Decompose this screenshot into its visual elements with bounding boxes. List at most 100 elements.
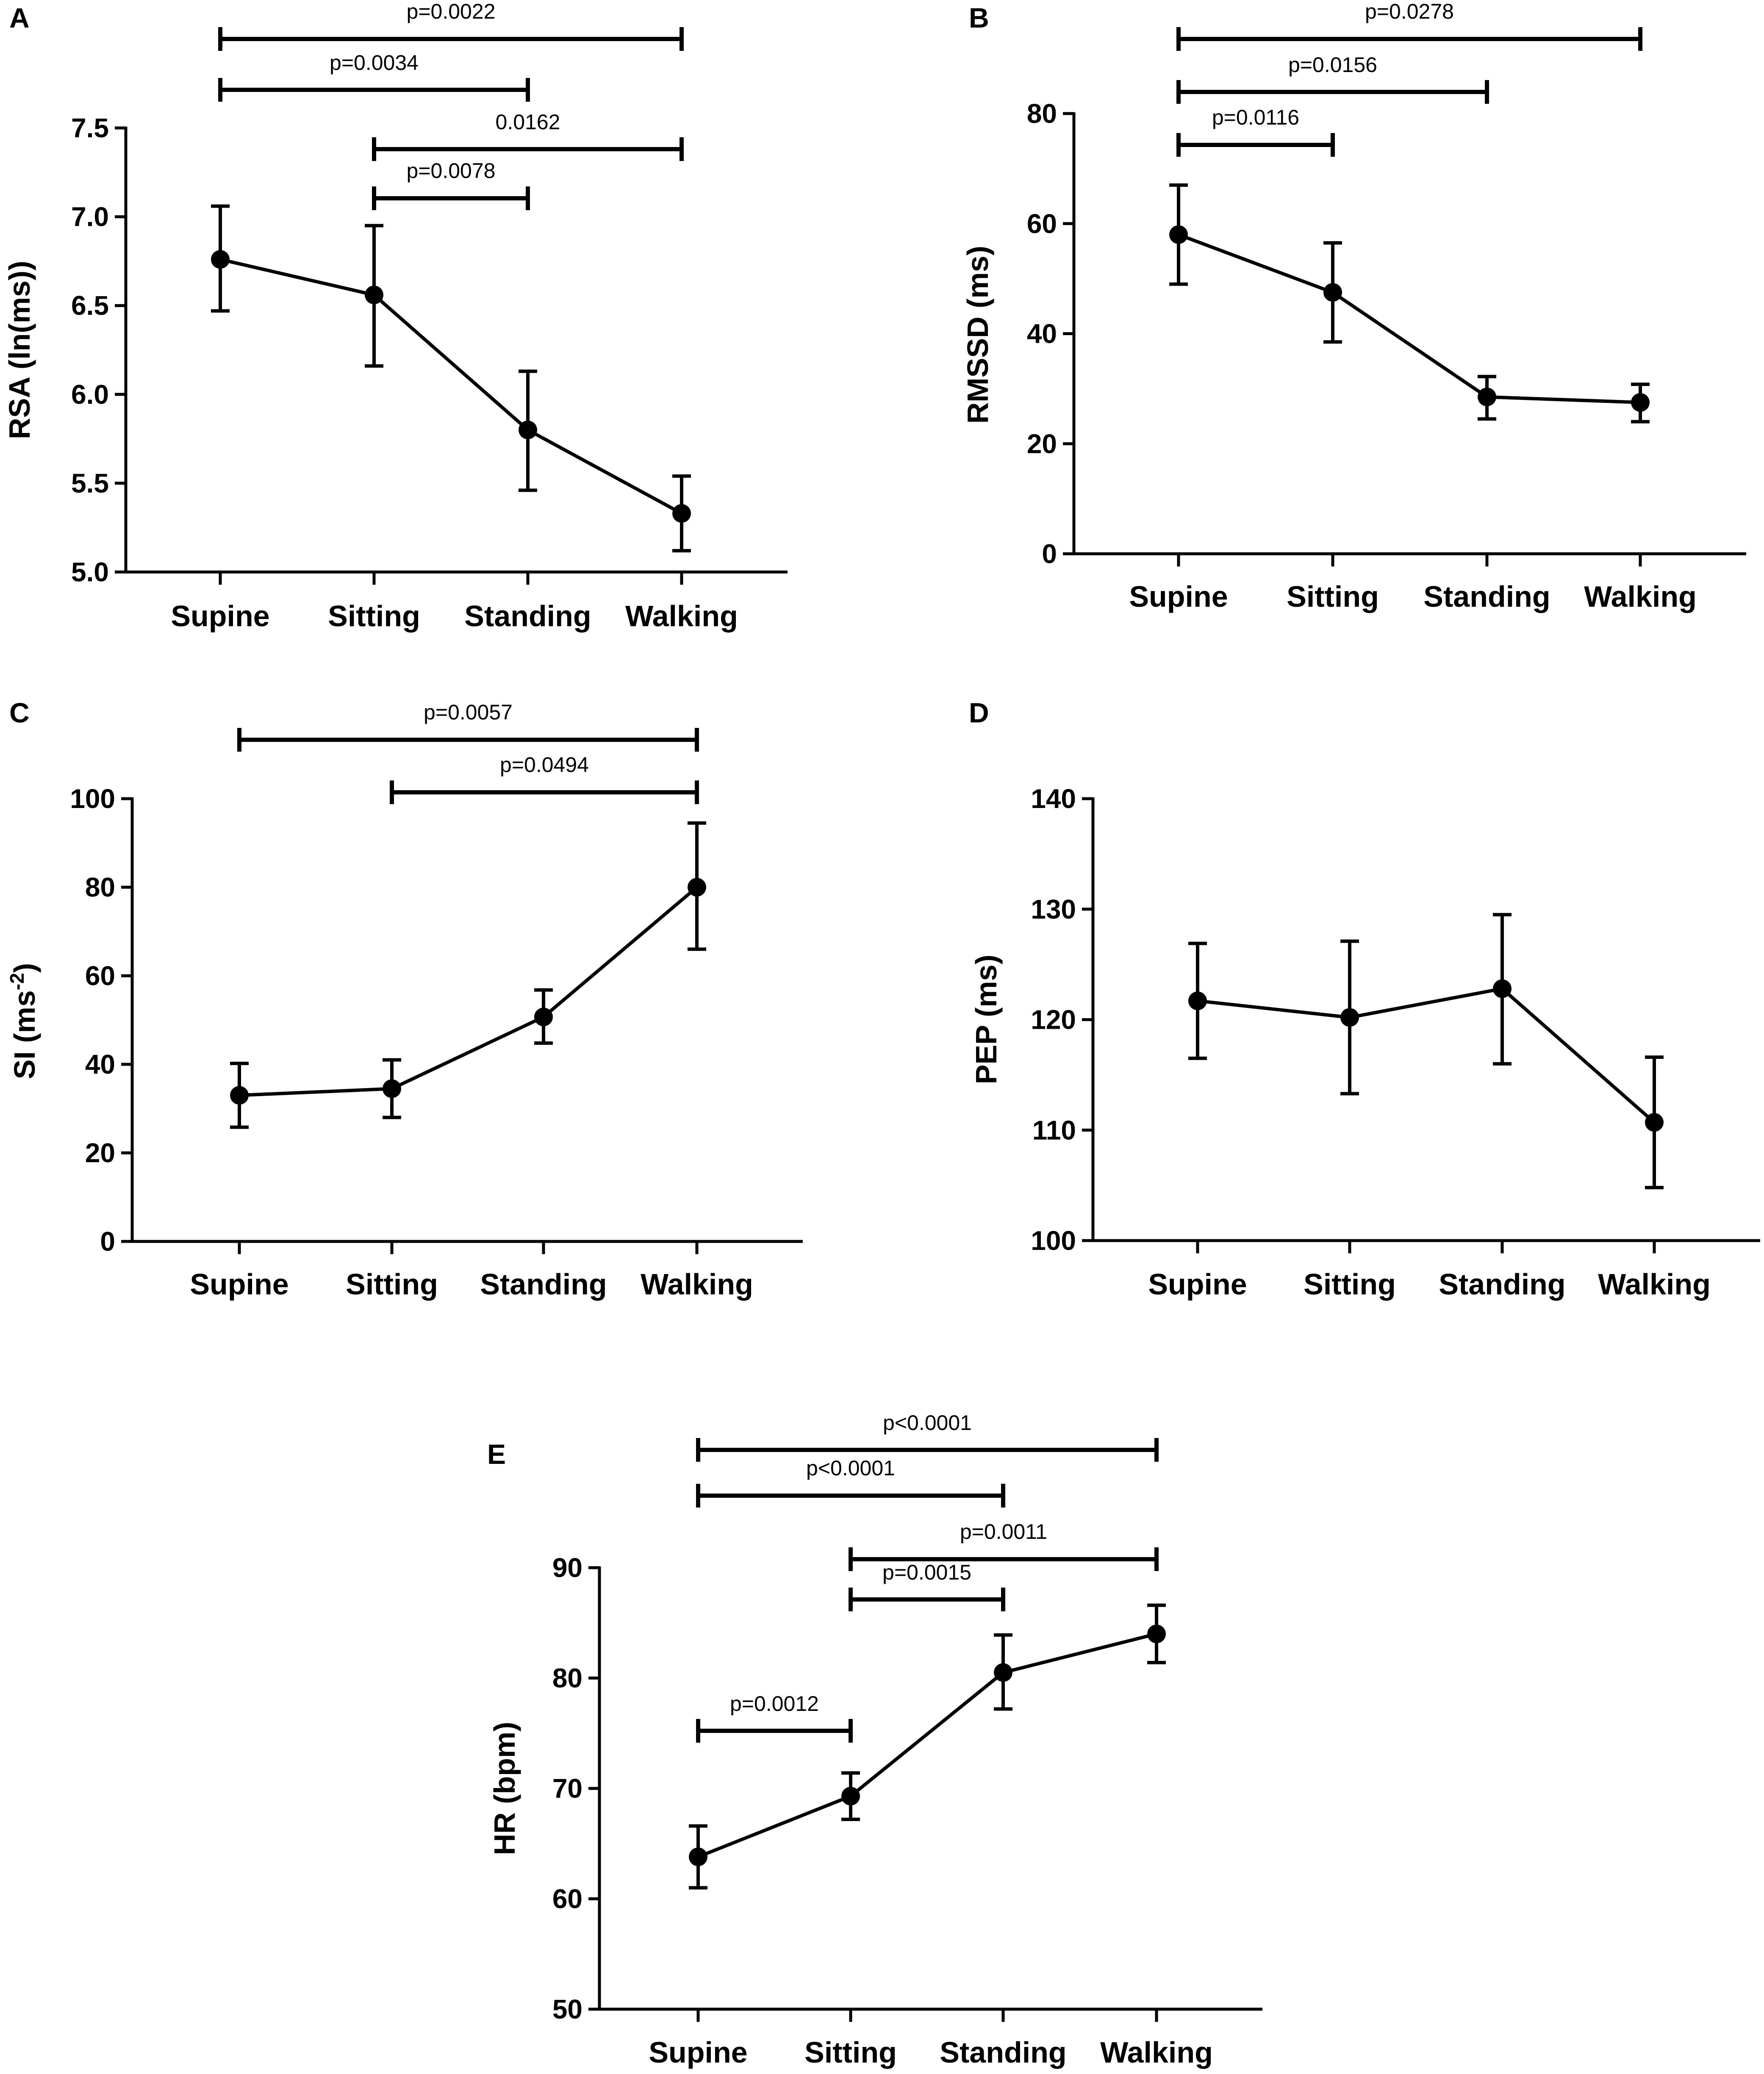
data-point [1340, 1008, 1359, 1027]
y-tick-label: 6.5 [71, 290, 109, 321]
y-axis-title: SI (ms-2) [6, 963, 41, 1079]
y-tick-label: 5.0 [71, 557, 109, 587]
series-line [239, 886, 698, 1097]
y-tick-label: 5.5 [71, 468, 109, 498]
x-tick-label: Supine [649, 2036, 747, 2069]
chart-panel-b: B 0 20 40 60 80 Supine Sitting Standing Walking RM… [961, 0, 1746, 613]
y-tick-label: 7.0 [71, 202, 109, 232]
y-tick-label: 70 [552, 1773, 582, 1804]
y-axis-title: HR (bpm) [488, 1722, 521, 1855]
significance-label: p=0.0156 [1288, 53, 1377, 77]
data-point [383, 1079, 401, 1098]
data-point [994, 1663, 1012, 1682]
data-point [1169, 225, 1188, 244]
x-tick-label: Standing [480, 1268, 607, 1301]
panel-label: A [9, 2, 30, 33]
chart-panel-d: D 100 110 120 130 140 Supine Sitting Standing Wal… [969, 697, 1760, 1301]
y-axis-title-end: ) [8, 963, 41, 973]
data-point [1323, 283, 1342, 302]
x-tick-label: Walking [641, 1268, 753, 1301]
y-tick-label: 6.0 [71, 379, 109, 410]
y-tick-label: 60 [85, 961, 115, 991]
significance-label: p=0.0057 [424, 700, 513, 724]
significance-label: p=0.0078 [407, 159, 496, 183]
x-tick-label: Sitting [804, 2036, 897, 2069]
significance-label: 0.0162 [496, 110, 560, 134]
series-line [697, 1632, 1157, 1859]
data-point [688, 878, 706, 897]
y-tick-label: 100 [1031, 1225, 1076, 1256]
y-tick-label: 60 [1027, 208, 1057, 239]
data-point [1493, 979, 1512, 998]
data-point [1478, 387, 1496, 406]
panel-label: D [969, 697, 989, 728]
x-tick-label: Walking [1598, 1268, 1711, 1301]
data-point [534, 1008, 553, 1027]
x-tick-label: Supine [1129, 580, 1228, 613]
y-tick-label: 7.5 [71, 113, 109, 143]
y-tick-label: 130 [1031, 894, 1076, 925]
x-tick-label: Standing [1423, 580, 1550, 613]
x-tick-label: Sitting [1287, 580, 1379, 613]
data-point [211, 250, 230, 269]
y-axis-title-superscript: -2 [6, 973, 28, 990]
panel-label: C [9, 697, 30, 728]
chart-panel-e: E 50 60 70 80 90 Supine Sitting Standing Walking H… [487, 1411, 1262, 2069]
chart-panel-a: A 5.0 5.5 6.0 6.5 7.0 7.5 Supine Sitting Standing… [3, 0, 788, 633]
significance-label: p=0.0012 [730, 1692, 819, 1716]
y-tick-label: 80 [1027, 98, 1057, 129]
y-tick-label: 40 [1027, 319, 1057, 349]
y-tick-label: 110 [1032, 1115, 1076, 1145]
significance-label: p<0.0001 [883, 1411, 972, 1435]
data-point [1188, 991, 1207, 1011]
data-point [1645, 1113, 1664, 1132]
y-axis-title: PEP (ms) [970, 955, 1003, 1084]
y-tick-label: 20 [85, 1138, 115, 1168]
data-point [1631, 393, 1650, 412]
y-tick-label: 40 [85, 1049, 115, 1080]
series-line [1178, 233, 1641, 404]
y-tick-label: 20 [1027, 428, 1057, 459]
data-point [689, 1847, 707, 1866]
series-line [1197, 987, 1656, 1124]
y-axis-title-text: SI (ms [8, 990, 41, 1079]
y-tick-label: 140 [1031, 783, 1076, 814]
series-line [220, 258, 682, 515]
chart-panel-c: C 0 20 40 60 80 100 Supine Sitting Standing Walkin… [6, 697, 803, 1301]
data-point [519, 420, 537, 439]
significance-label: p=0.0011 [960, 1520, 1047, 1544]
significance-label: p=0.0116 [1212, 106, 1299, 129]
panel-label: E [487, 1438, 506, 1470]
y-tick-label: 0 [1042, 539, 1057, 569]
x-tick-label: Sitting [346, 1268, 438, 1301]
y-tick-label: 80 [85, 872, 115, 902]
x-tick-label: Walking [1100, 2036, 1213, 2069]
data-point [230, 1086, 249, 1105]
significance-label: p=0.0494 [500, 753, 589, 777]
panel-label: B [969, 2, 989, 33]
y-axis-title: RSA (ln(ms)) [3, 261, 36, 439]
y-tick-label: 80 [552, 1663, 582, 1694]
significance-label: p=0.0015 [882, 1560, 971, 1584]
x-tick-label: Standing [1439, 1268, 1565, 1301]
x-tick-label: Sitting [1304, 1268, 1396, 1301]
x-tick-label: Supine [1148, 1268, 1247, 1301]
y-tick-label: 100 [70, 783, 115, 814]
y-tick-label: 90 [552, 1552, 582, 1583]
significance-label: p=0.0278 [1365, 0, 1454, 23]
x-tick-label: Supine [190, 1268, 288, 1301]
y-tick-label: 60 [552, 1884, 582, 1914]
x-tick-label: Walking [625, 600, 738, 633]
x-tick-label: Supine [171, 600, 269, 633]
x-tick-label: Standing [464, 600, 591, 633]
significance-label: p<0.0001 [806, 1456, 895, 1480]
x-tick-label: Standing [940, 2036, 1066, 2069]
x-tick-label: Sitting [328, 600, 420, 633]
data-point [1147, 1624, 1166, 1644]
significance-label: p=0.0022 [407, 0, 496, 23]
y-axis-title: RMSSD (ms) [961, 246, 994, 424]
data-point [672, 504, 691, 523]
significance-label: p=0.0034 [330, 51, 419, 75]
y-tick-label: 120 [1031, 1005, 1076, 1035]
data-point [365, 286, 383, 305]
